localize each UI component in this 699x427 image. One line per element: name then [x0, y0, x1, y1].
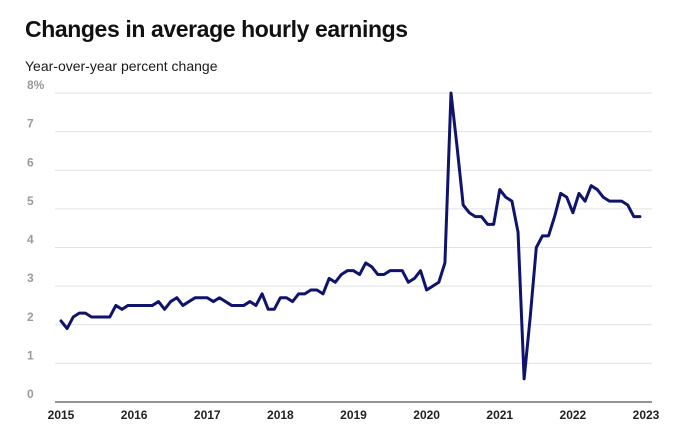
x-tick-label: 2019 [340, 408, 367, 422]
y-tick-label: 7 [27, 117, 34, 131]
y-tick-label: 3 [27, 271, 34, 285]
y-tick-label: 6 [27, 155, 34, 169]
x-tick-label: 2021 [486, 408, 513, 422]
x-tick-label: 2018 [267, 408, 294, 422]
chart-subtitle: Year-over-year percent change [25, 58, 218, 74]
x-tick-label: 2023 [633, 408, 660, 422]
y-tick-label: 4 [27, 233, 34, 247]
y-tick-label: 0 [27, 387, 34, 401]
x-tick-label: 2022 [560, 408, 587, 422]
x-tick-label: 2015 [48, 408, 75, 422]
y-tick-label: 5 [27, 194, 34, 208]
x-tick-label: 2016 [121, 408, 148, 422]
chart-title: Changes in average hourly earnings [25, 16, 408, 42]
y-tick-label: 2 [27, 310, 34, 324]
x-tick-label: 2017 [194, 408, 221, 422]
y-tick-label: 1 [27, 348, 34, 362]
x-tick-label: 2020 [413, 408, 440, 422]
series-line [59, 91, 642, 381]
y-tick-label: 8% [27, 78, 45, 92]
